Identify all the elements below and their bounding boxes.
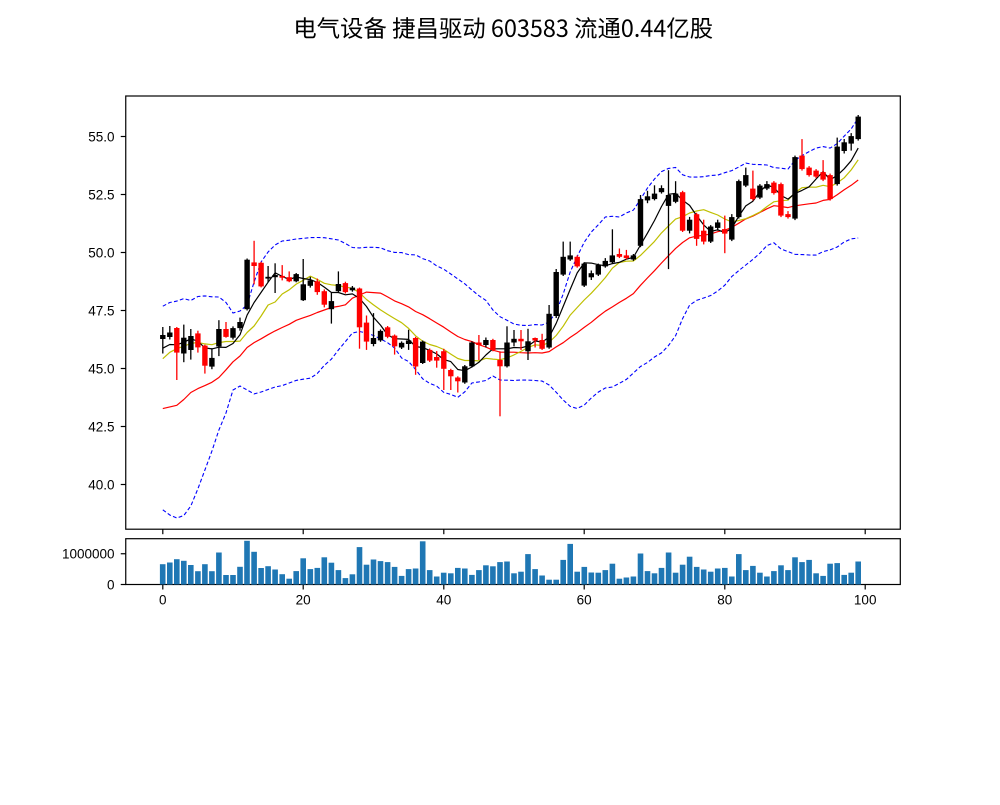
svg-text:47.5: 47.5: [88, 303, 114, 318]
svg-text:52.5: 52.5: [88, 187, 114, 202]
svg-text:42.5: 42.5: [88, 419, 114, 434]
svg-text:55.0: 55.0: [88, 129, 114, 144]
svg-text:80: 80: [717, 592, 732, 607]
svg-text:100: 100: [854, 592, 877, 607]
svg-text:20: 20: [296, 592, 311, 607]
svg-text:40: 40: [436, 592, 451, 607]
svg-text:60: 60: [577, 592, 592, 607]
svg-text:50.0: 50.0: [88, 245, 114, 260]
svg-text:40.0: 40.0: [88, 477, 114, 492]
svg-text:1000000: 1000000: [62, 547, 115, 562]
svg-text:0: 0: [107, 577, 115, 592]
svg-text:0: 0: [159, 592, 167, 607]
svg-text:45.0: 45.0: [88, 361, 114, 376]
